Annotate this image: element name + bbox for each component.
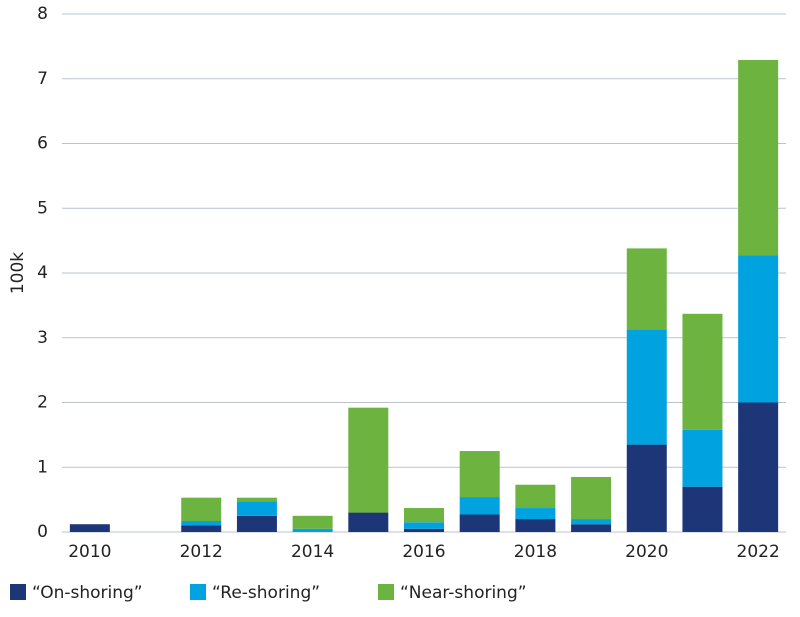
x-tick-label: 2020 [625,542,668,562]
bar-segment [348,407,389,513]
bar-segment [181,497,222,521]
bar-segment [292,515,333,529]
bar-segment [738,59,779,256]
x-tick-label: 2014 [291,542,334,562]
bar-segment [292,528,333,532]
bar-segment [404,508,444,523]
bar-segment [459,497,500,515]
bar-segment [682,486,723,532]
x-tick-label: 2018 [514,542,557,562]
y-tick-label: 0 [37,522,48,542]
bar-segment [181,520,222,526]
bar-segment [181,525,222,532]
legend-swatch [10,584,26,600]
bar-segment [571,524,612,532]
y-tick-label: 8 [37,4,48,24]
bar-segment [515,519,556,532]
x-tick-label: 2010 [68,542,111,562]
bar-segment [571,519,612,525]
bar-segment [236,515,277,532]
bar-segment [682,313,723,430]
y-tick-label: 6 [37,134,48,154]
bar-segment [515,484,556,509]
bar-segment [236,497,277,502]
y-tick-label: 7 [37,69,48,89]
x-tick-label: 2016 [402,542,445,562]
y-axis-label: 100k [8,252,28,294]
bar-segment [626,444,667,532]
bar-segment [236,501,277,516]
bar-segment [459,451,500,498]
y-tick-label: 2 [37,393,48,413]
bar-segment [404,522,444,529]
bar-segment [682,429,723,487]
legend-label: “On-shoring” [32,583,143,603]
y-tick-label: 4 [37,263,48,283]
bar-segment [738,255,779,403]
legend-swatch [190,584,206,600]
bar-segment [459,514,500,532]
y-tick-label: 5 [37,198,48,218]
bar-segment [571,476,612,520]
bar-segment [738,402,779,532]
y-tick-label: 1 [37,457,48,477]
y-tick-label: 3 [37,328,48,348]
x-tick-label: 2012 [180,542,223,562]
bar-segment [515,508,556,520]
bar-segment [626,248,667,330]
bar-segment [348,512,389,532]
bar-segment [626,329,667,445]
x-tick-label: 2022 [737,542,780,562]
legend-swatch [378,584,394,600]
bar-segment [404,528,444,532]
legend-label: “Re-shoring” [212,583,320,603]
legend-label: “Near-shoring” [400,583,527,603]
bar-segment [69,524,110,532]
